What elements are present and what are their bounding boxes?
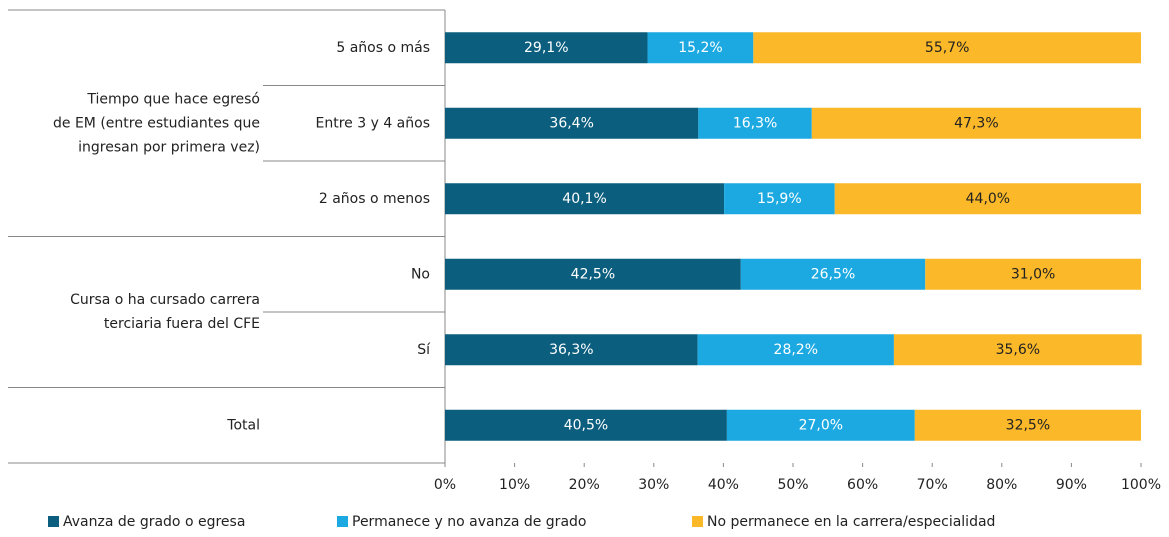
bar-segment [445, 334, 698, 366]
bar-segment [834, 183, 1141, 215]
value-label: 36,4% [549, 115, 593, 131]
value-label: 29,1% [524, 40, 568, 56]
group-label: ingresan por primera vez) [78, 139, 260, 155]
bar-segment [726, 409, 915, 441]
bar-segment [740, 258, 926, 290]
bar-segment [925, 258, 1141, 290]
value-label: 27,0% [799, 417, 843, 433]
bar-segment [724, 183, 835, 215]
x-tick-label: 80% [986, 477, 1017, 493]
x-tick-label: 40% [708, 477, 739, 493]
category-label: 2 años o menos [319, 191, 430, 207]
bar-segment [445, 258, 741, 290]
category-label: Sí [417, 342, 431, 358]
value-label: 36,3% [549, 342, 593, 358]
value-label: 42,5% [571, 266, 615, 282]
bar-segment [445, 32, 648, 64]
bar-segment [445, 409, 727, 441]
legend-swatch [337, 516, 348, 527]
value-label: 15,9% [757, 191, 801, 207]
legend-label: Avanza de grado o egresa [63, 514, 245, 530]
value-label: 35,6% [996, 342, 1040, 358]
x-tick-label: 10% [499, 477, 530, 493]
category-label: No [411, 266, 430, 282]
value-label: 15,2% [678, 40, 722, 56]
value-label: 40,5% [564, 417, 608, 433]
legend-swatch [48, 516, 59, 527]
bar-segment [647, 32, 754, 64]
value-label: 44,0% [966, 191, 1010, 207]
x-tick-label: 100% [1121, 477, 1161, 493]
value-label: 31,0% [1011, 266, 1055, 282]
value-label: 28,2% [774, 342, 818, 358]
value-label: 32,5% [1006, 417, 1050, 433]
x-tick-label: 20% [569, 477, 600, 493]
group-label: Tiempo que hace egresó [86, 91, 260, 107]
value-label: 47,3% [954, 115, 998, 131]
legend-swatch [692, 516, 703, 527]
x-tick-label: 30% [638, 477, 669, 493]
bar-segment [914, 409, 1141, 441]
x-tick-label: 0% [434, 477, 456, 493]
bar-segment [811, 107, 1141, 139]
bar-segment [445, 107, 699, 139]
group-label: Total [226, 417, 260, 433]
x-tick-label: 70% [917, 477, 948, 493]
value-label: 55,7% [925, 40, 969, 56]
value-label: 26,5% [811, 266, 855, 282]
category-label: 5 años o más [336, 40, 430, 56]
category-label: Entre 3 y 4 años [316, 115, 430, 131]
group-label: Cursa o ha cursado carrera [70, 292, 260, 308]
bar-segment [753, 32, 1141, 64]
x-tick-label: 90% [1056, 477, 1087, 493]
value-label: 16,3% [733, 115, 777, 131]
x-tick-label: 50% [777, 477, 808, 493]
x-tick-label: 60% [847, 477, 878, 493]
group-label: terciaria fuera del CFE [104, 316, 260, 332]
bar-segment [445, 183, 725, 215]
legend-label: Permanece y no avanza de grado [352, 514, 586, 530]
group-label: de EM (entre estudiantes que [53, 115, 260, 131]
bar-segment [893, 334, 1142, 366]
bar-segment [698, 107, 812, 139]
bar-segment [697, 334, 894, 366]
legend-label: No permanece en la carrera/especialidad [707, 514, 995, 530]
value-label: 40,1% [562, 191, 606, 207]
